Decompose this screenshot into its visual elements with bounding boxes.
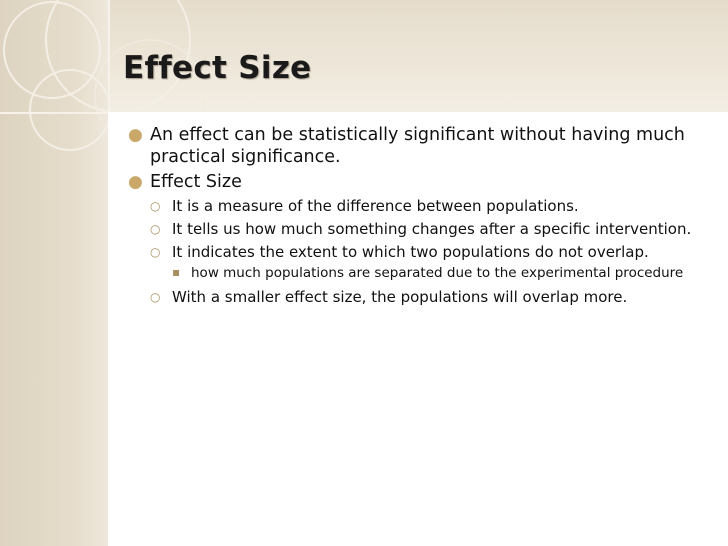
header-band [0, 0, 728, 112]
slide-title: Effect Size [123, 50, 312, 86]
hollow-circle-icon: ○ [150, 290, 161, 304]
bullet-item: ● An effect can be statistically signifi… [128, 124, 718, 168]
sub-bullet-item: ○ With a smaller effect size, the popula… [128, 287, 718, 307]
content-area [108, 112, 728, 546]
hollow-circle-icon: ○ [150, 245, 161, 259]
bullet-text: With a smaller effect size, the populati… [172, 288, 628, 306]
bullet-list: ● An effect can be statistically signifi… [128, 124, 718, 310]
sub-bullet-item: ○ It indicates the extent to which two p… [128, 242, 718, 262]
sub-bullet-item: ○ It tells us how much something changes… [128, 219, 718, 239]
bullet-text: It indicates the extent to which two pop… [172, 243, 649, 261]
bullet-dot-icon: ● [128, 172, 143, 192]
hollow-circle-icon: ○ [150, 222, 161, 236]
bullet-text: how much populations are separated due t… [191, 265, 684, 281]
hollow-circle-icon: ○ [150, 199, 161, 213]
bullet-text: It tells us how much something changes a… [172, 220, 692, 238]
bullet-text: An effect can be statistically significa… [150, 125, 685, 167]
small-square-icon: ▪ [172, 265, 181, 279]
bullet-text: It is a measure of the difference betwee… [172, 197, 579, 215]
left-band [0, 0, 108, 546]
bullet-dot-icon: ● [128, 125, 143, 145]
bullet-text: Effect Size [150, 172, 242, 192]
sub-sub-bullet-item: ▪ how much populations are separated due… [128, 265, 718, 282]
sub-bullet-item: ○ It is a measure of the difference betw… [128, 196, 718, 216]
bullet-item: ● Effect Size [128, 171, 718, 193]
